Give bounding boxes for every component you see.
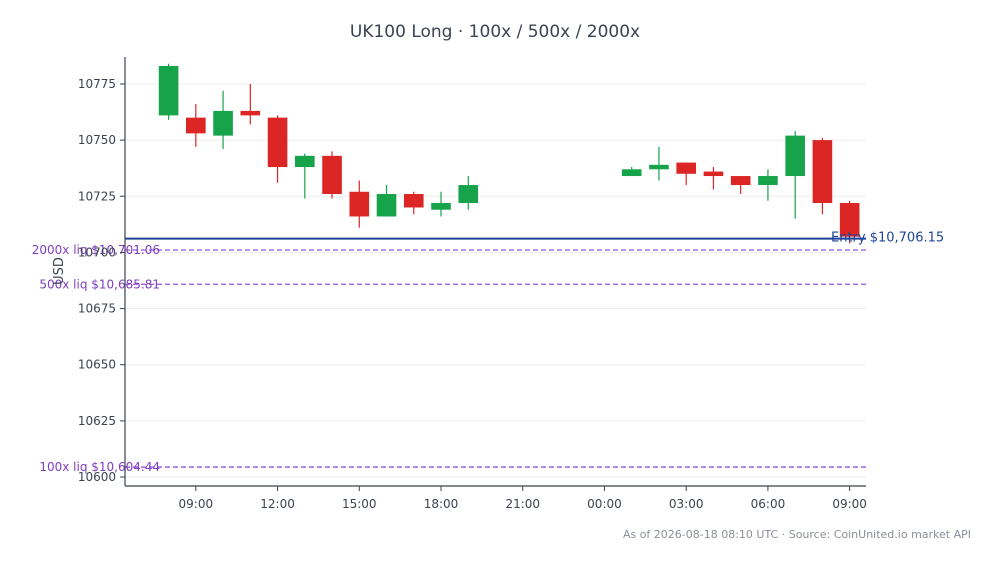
x-tick-label: 12:00	[260, 497, 295, 511]
candle-up	[458, 176, 479, 210]
candle-body	[649, 164, 669, 170]
candle-up	[758, 169, 778, 201]
x-tick-label: 03:00	[669, 497, 704, 511]
candle-body	[158, 65, 179, 116]
candle-body	[322, 155, 342, 195]
candles	[158, 63, 860, 244]
candle-body	[403, 194, 424, 208]
y-tick-label: 10725	[78, 189, 116, 203]
y-axis-label: USD	[52, 257, 67, 285]
candle-up	[376, 185, 397, 217]
candle-body	[703, 171, 724, 177]
y-tick-label: 10625	[78, 414, 116, 428]
candle-body	[730, 176, 751, 186]
candle-body	[213, 110, 233, 136]
x-tick-label: 18:00	[424, 497, 459, 511]
y-tick-label: 10650	[78, 358, 116, 372]
candle-body	[839, 202, 860, 237]
candle-body	[294, 155, 315, 168]
candle-body	[431, 202, 451, 210]
candle-body	[186, 117, 206, 134]
chart-title: UK100 Long · 100x / 500x / 2000x	[350, 22, 640, 42]
candle-body	[267, 117, 288, 168]
candle-down	[267, 115, 288, 183]
candle-down	[676, 162, 697, 186]
x-tick-label: 15:00	[342, 497, 377, 511]
candle-down	[839, 200, 860, 244]
candle-body	[621, 169, 642, 177]
candle-up	[158, 63, 179, 120]
x-tick-label: 21:00	[505, 497, 540, 511]
candle-down	[703, 167, 724, 190]
candle-down	[322, 151, 342, 199]
grid-lines	[125, 83, 866, 478]
candle-up	[785, 131, 805, 219]
candle-down	[403, 191, 424, 215]
x-tick-label: 06:00	[751, 497, 786, 511]
reference-lines: 2000x liq $10,701.06 500x liq $10,685.81 1…	[32, 231, 944, 474]
candle-body	[349, 191, 370, 217]
candle-down	[730, 176, 751, 195]
y-tick-label: 10750	[78, 133, 116, 147]
x-tick-label: 00:00	[587, 497, 622, 511]
candle-body	[240, 110, 261, 116]
candle-down	[240, 83, 261, 125]
y-tick-label: 10700	[78, 245, 116, 259]
liquidation-label: 2000x liq $10,701.06	[32, 243, 160, 257]
candle-down	[186, 104, 206, 147]
candle-up	[294, 153, 315, 199]
y-tick-label: 10675	[78, 302, 116, 316]
candle-up	[213, 90, 233, 150]
y-tick-label: 10775	[78, 77, 116, 91]
footer-source: As of 2026-08-18 08:10 UTC · Source: Coi…	[623, 528, 971, 541]
candle-up	[649, 146, 669, 181]
candle-down	[812, 137, 833, 215]
x-tick-label: 09:00	[179, 497, 214, 511]
entry-label: Entry $10,706.15	[831, 231, 944, 246]
candle-body	[376, 194, 397, 217]
liquidation-label: 100x liq $10,604.44	[39, 460, 160, 474]
candle-up	[431, 191, 451, 217]
liquidation-label: 500x liq $10,685.81	[39, 277, 160, 291]
candle-up	[621, 167, 642, 177]
candle-body	[758, 176, 778, 186]
x-tick-label: 09:00	[832, 497, 867, 511]
axes: 10600 10625 10650 10675 10700 10725 10750 10775…	[78, 57, 867, 511]
candle-body	[458, 185, 479, 203]
y-tick-label: 10600	[78, 470, 116, 484]
candle-body	[812, 140, 833, 203]
candle-body	[676, 162, 697, 174]
candle-down	[349, 180, 370, 228]
candle-body	[785, 135, 805, 177]
